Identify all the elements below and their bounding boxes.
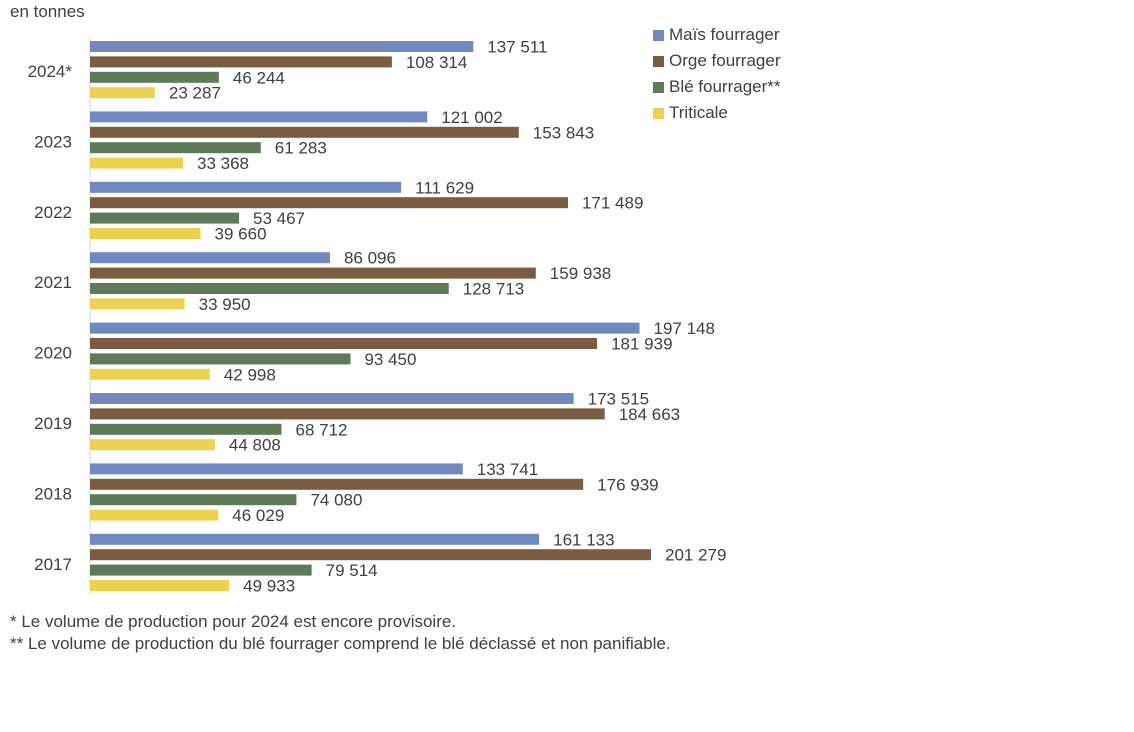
- data-label-triticale-2: 39 660: [215, 225, 267, 244]
- data-label-mais-4: 197 148: [654, 319, 715, 338]
- data-label-ble-0: 46 244: [233, 68, 285, 87]
- bar-mais-5: [90, 393, 574, 404]
- data-label-triticale-1: 33 368: [197, 154, 249, 173]
- bar-ble-6: [90, 494, 297, 506]
- data-label-triticale-4: 42 998: [224, 365, 276, 384]
- data-label-ble-1: 61 283: [275, 139, 327, 158]
- data-label-orge-2: 171 489: [582, 194, 643, 213]
- data-label-triticale-6: 46 029: [232, 506, 284, 525]
- legend-item-ble: Blé fourrager**: [653, 74, 781, 100]
- bar-triticale-6: [90, 509, 219, 521]
- legend-item-mais: Maïs fourrager: [653, 22, 781, 48]
- bar-orge-5: [90, 408, 605, 420]
- bar-triticale-5: [90, 439, 215, 451]
- legend-item-orge: Orge fourrager: [653, 48, 781, 74]
- bar-triticale-4: [90, 368, 210, 380]
- bar-triticale-7: [90, 580, 230, 591]
- data-label-ble-7: 79 514: [326, 561, 378, 580]
- bar-ble-5: [90, 423, 282, 435]
- bar-triticale-0: [90, 87, 155, 99]
- legend-swatch-triticale: [653, 107, 664, 119]
- bar-mais-2: [90, 181, 402, 193]
- data-label-ble-3: 128 713: [463, 280, 524, 299]
- bar-orge-3: [90, 267, 536, 279]
- bar-ble-4: [90, 353, 351, 365]
- footnote-provisional: * Le volume de production pour 2024 est …: [10, 612, 457, 631]
- bar-ble-0: [90, 71, 219, 83]
- legend: Maïs fourrager Orge fourrager Blé fourra…: [653, 22, 781, 126]
- bar-mais-4: [90, 322, 640, 334]
- bar-ble-7: [90, 564, 312, 576]
- bar-orge-1: [90, 126, 519, 138]
- category-label-4: 2020: [34, 344, 72, 363]
- legend-item-triticale: Triticale: [653, 100, 781, 126]
- category-label-7: 2017: [34, 555, 72, 574]
- legend-label-triticale: Triticale: [669, 103, 728, 122]
- data-label-ble-5: 68 712: [296, 420, 348, 439]
- bar-orge-0: [90, 56, 392, 68]
- data-label-mais-1: 121 002: [441, 108, 502, 127]
- category-label-1: 2023: [34, 132, 72, 151]
- category-label-3: 2021: [34, 273, 72, 292]
- bar-triticale-3: [90, 298, 185, 310]
- data-label-orge-0: 108 314: [406, 53, 467, 72]
- data-label-triticale-3: 33 950: [199, 295, 251, 314]
- bar-ble-2: [90, 212, 240, 224]
- bar-mais-0: [90, 41, 474, 52]
- bar-mais-1: [90, 111, 428, 123]
- data-label-ble-6: 74 080: [310, 491, 362, 510]
- data-label-orge-7: 201 279: [665, 546, 726, 565]
- legend-label-mais: Maïs fourrager: [669, 25, 780, 44]
- data-label-orge-5: 184 663: [619, 405, 680, 424]
- data-label-mais-2: 111 629: [415, 178, 474, 197]
- legend-swatch-ble: [653, 81, 664, 93]
- legend-label-ble: Blé fourrager**: [669, 77, 781, 96]
- bar-mais-6: [90, 463, 463, 475]
- legend-swatch-mais: [653, 29, 664, 41]
- bar-orge-7: [90, 549, 652, 561]
- data-label-mais-0: 137 511: [487, 38, 547, 57]
- data-label-ble-4: 93 450: [364, 350, 416, 369]
- data-label-orge-1: 153 843: [533, 123, 594, 142]
- bar-triticale-1: [90, 157, 184, 169]
- footnote-wheat: ** Le volume de production du blé fourra…: [10, 634, 671, 653]
- bar-ble-3: [90, 283, 449, 294]
- bar-mais-3: [90, 252, 330, 264]
- bar-orge-4: [90, 338, 598, 349]
- data-label-triticale-5: 44 808: [229, 436, 281, 455]
- unit-label: en tonnes: [10, 2, 85, 21]
- data-label-ble-2: 53 467: [253, 209, 305, 228]
- data-label-mais-7: 161 133: [553, 530, 614, 549]
- bar-ble-1: [90, 142, 261, 154]
- bar-triticale-2: [90, 228, 201, 239]
- data-label-triticale-0: 23 287: [169, 84, 221, 103]
- legend-swatch-orge: [653, 55, 664, 67]
- data-label-mais-6: 133 741: [477, 460, 538, 479]
- data-label-orge-6: 176 939: [597, 475, 658, 494]
- data-label-orge-3: 159 938: [550, 264, 611, 283]
- category-label-2: 2022: [34, 203, 72, 222]
- category-label-5: 2019: [34, 414, 72, 433]
- data-label-triticale-7: 49 933: [243, 577, 295, 596]
- bar-orge-2: [90, 197, 568, 209]
- bar-mais-7: [90, 533, 540, 545]
- data-label-orge-4: 181 939: [611, 335, 672, 354]
- data-label-mais-5: 173 515: [588, 390, 649, 409]
- data-label-mais-3: 86 096: [344, 249, 396, 268]
- category-label-6: 2018: [34, 484, 72, 503]
- category-label-0: 2024*: [28, 62, 73, 81]
- bar-orge-6: [90, 478, 584, 490]
- legend-label-orge: Orge fourrager: [669, 51, 781, 70]
